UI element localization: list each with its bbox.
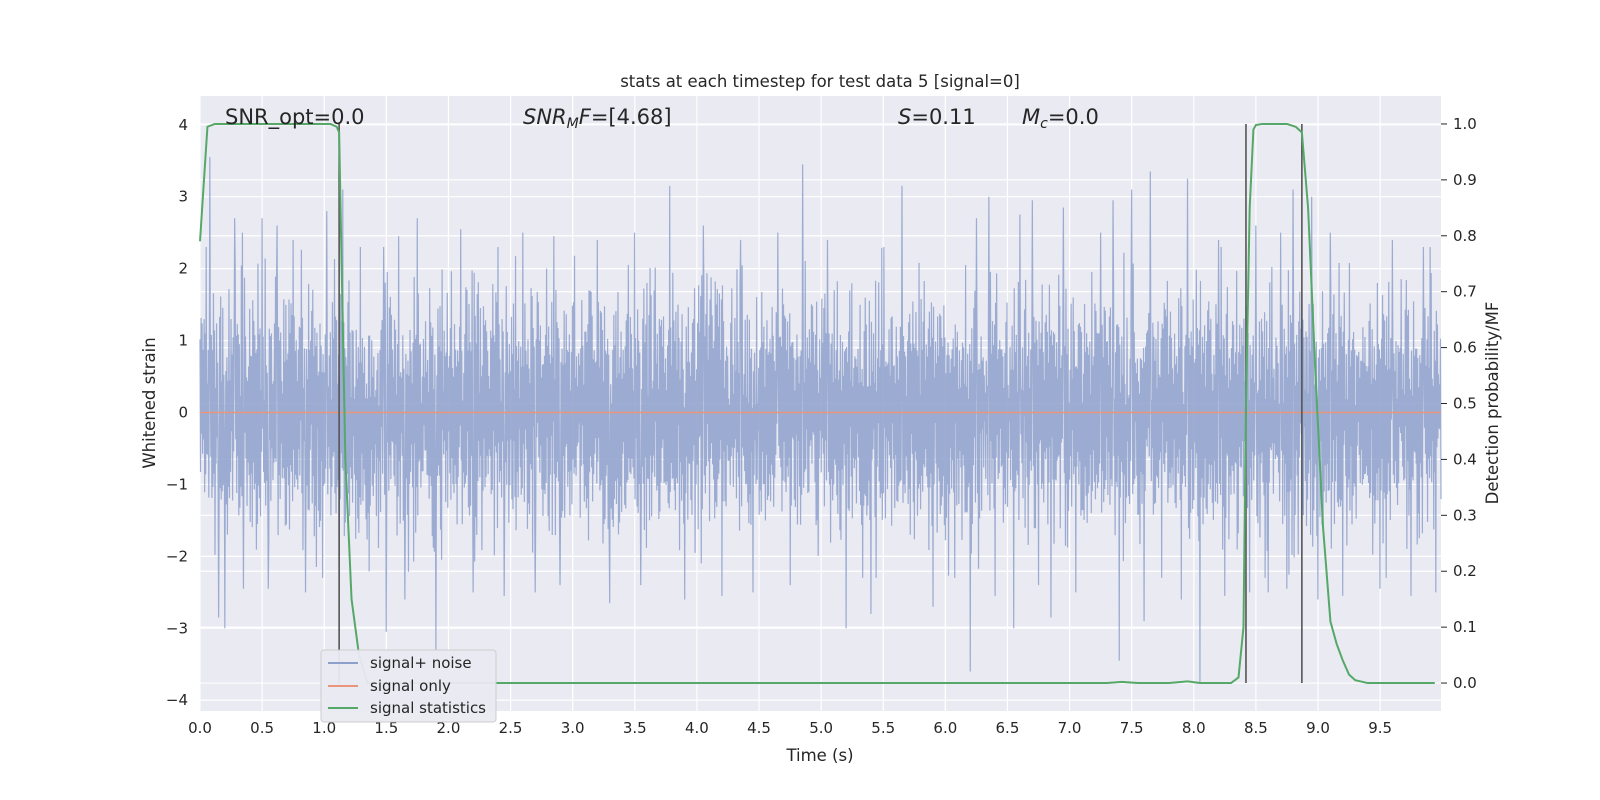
y-tick-label: 1 [178,332,188,350]
legend-label-signal-noise: signal+ noise [370,654,472,672]
x-tick-label: 4.5 [747,719,771,737]
legend-label-signal-statistics: signal statistics [370,699,486,717]
y-axis-label-right: Detection probability/MF [1483,302,1502,505]
chart-title: stats at each timestep for test data 5 [… [620,72,1020,91]
y-tick-label-right: 0.1 [1453,618,1477,636]
x-tick-label: 8.0 [1182,719,1206,737]
y-tick-label-right: 0.2 [1453,562,1477,580]
y-tick-label-right: 0.3 [1453,506,1477,524]
annotation-s: S=0.11 [898,105,976,129]
legend-label-signal-only: signal only [370,677,451,695]
noise-line [199,157,1442,683]
x-tick-label: 6.5 [996,719,1020,737]
y-tick-label: −4 [166,691,188,709]
x-tick-label: 8.5 [1244,719,1268,737]
y-tick-label: 2 [178,260,188,278]
x-tick-label: 4.0 [685,719,709,737]
y-tick-label: −1 [166,475,188,493]
y-tick-label-right: 0.5 [1453,395,1477,413]
y-ticks-right: 1.0 0.9 0.8 0.7 0.6 0.5 0.4 0.3 0.2 0.1 0.0 [1441,115,1477,692]
y-tick-label-right: 0.9 [1453,171,1477,189]
series-signal-statistics [199,122,1435,685]
y-axis-label: Whitened strain [140,337,159,468]
x-tick-label: 5.0 [809,719,833,737]
x-tick-label: 7.0 [1058,719,1082,737]
y-tick-label: −2 [166,547,188,565]
annotation-snr-opt: SNR_opt=0.0 [225,105,365,130]
x-ticks: 0.0 0.5 1.0 1.5 2.0 2.5 3.0 3.5 4.0 4.5 5.0 5.5 6.0 6… [188,719,1392,737]
y-tick-label-right: 0.4 [1453,450,1477,468]
x-tick-label: 2.0 [437,719,461,737]
x-tick-label: 1.0 [312,719,336,737]
y-tick-label: −3 [166,619,188,637]
y-tick-label: 0 [178,403,188,421]
y-tick-label: 4 [178,116,188,134]
annotation-mc: Mc=0.0 [1022,105,1099,132]
x-tick-label: 0.5 [250,719,274,737]
legend-box [320,649,497,723]
annotation-snr-mf: SNRMF=[4.68] [523,105,672,132]
legend: signal+ noise signal only signal statist… [320,649,497,723]
x-axis-label: Time (s) [785,746,853,765]
x-tick-label: 3.0 [561,719,585,737]
x-tick-label: 6.0 [933,719,957,737]
series-signal-noise [199,157,1442,683]
x-tick-label: 1.5 [374,719,398,737]
statistics-line [199,122,1435,685]
x-tick-label: 5.5 [871,719,895,737]
x-tick-label: 9.0 [1306,719,1330,737]
y-tick-label-right: 1.0 [1453,115,1477,133]
y-tick-label-right: 0.0 [1453,674,1477,692]
y-tick-label: 3 [178,188,188,206]
x-tick-label: 9.5 [1368,719,1392,737]
y-tick-label-right: 0.6 [1453,339,1477,357]
y-tick-label-right: 0.7 [1453,283,1477,301]
x-tick-label: 2.5 [499,719,523,737]
x-tick-label: 0.0 [188,719,212,737]
y-ticks-left: 4 3 2 1 0 −1 −2 −3 −4 [166,116,188,709]
x-tick-label: 7.5 [1120,719,1144,737]
x-tick-label: 3.5 [623,719,647,737]
y-tick-label-right: 0.8 [1453,227,1477,245]
